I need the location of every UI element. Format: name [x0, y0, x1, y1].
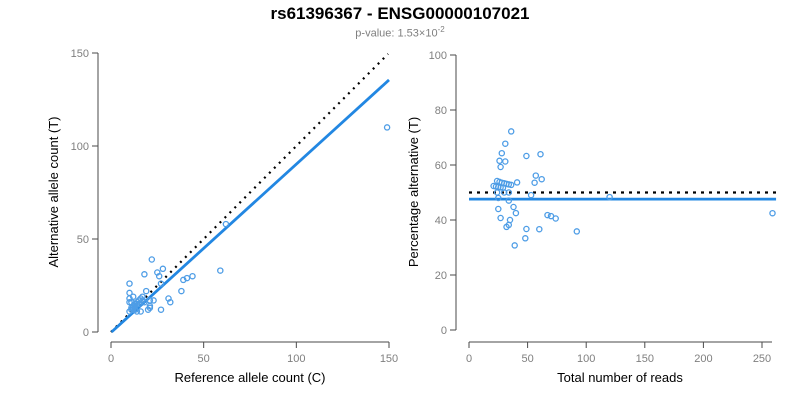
left-yaxis-title: Alternative allele count (T)	[46, 116, 61, 267]
data-point	[141, 271, 148, 278]
x-tick-label: 100	[287, 353, 305, 365]
data-point	[552, 215, 559, 222]
identity-line-dotted	[110, 53, 389, 333]
data-point	[150, 297, 157, 304]
data-point	[495, 205, 502, 213]
y-tick-label: 150	[71, 48, 89, 60]
data-point	[532, 172, 540, 179]
data-point	[507, 128, 515, 135]
data-point	[157, 306, 165, 313]
y-tick-label: 80	[435, 105, 447, 117]
x-tick-label: 0	[466, 353, 472, 365]
data-point	[139, 293, 146, 300]
y-tick-label: 40	[435, 215, 447, 227]
data-point	[523, 152, 530, 160]
data-point	[178, 287, 185, 295]
data-point	[511, 242, 518, 249]
figure-subtitle: p-value: 1.53×10-2	[0, 25, 800, 40]
data-point	[222, 220, 230, 228]
right-scatter-panel: 0 20 40 60 80 100 0 50 100 150 200 250	[429, 50, 777, 365]
x-tick-label: 150	[380, 353, 398, 365]
data-point	[217, 267, 224, 274]
x-tick-label: 150	[636, 353, 654, 365]
data-point	[133, 308, 141, 315]
data-point	[507, 181, 515, 189]
y-tick-label: 100	[71, 141, 89, 153]
data-point	[573, 228, 581, 235]
data-point	[135, 300, 143, 308]
data-point	[497, 214, 504, 222]
data-point	[503, 223, 510, 231]
y-tick-label: 20	[435, 270, 447, 282]
y-tick-label: 50	[77, 234, 89, 246]
data-point	[537, 150, 544, 158]
right-yaxis-title: Percentage alternative (T)	[406, 117, 421, 267]
data-point	[129, 293, 137, 300]
data-point	[148, 256, 156, 263]
y-tick-label: 0	[83, 327, 89, 339]
left-xaxis-title: Reference allele count (C)	[174, 370, 325, 385]
data-point	[142, 287, 150, 295]
data-point	[769, 209, 776, 217]
data-point	[146, 302, 154, 310]
data-point	[510, 203, 517, 211]
data-point	[495, 194, 502, 202]
x-tick-label: 100	[577, 353, 595, 365]
x-tick-label: 200	[694, 353, 712, 365]
data-point	[498, 149, 506, 157]
data-point	[536, 225, 543, 233]
data-point	[126, 280, 133, 287]
y-tick-label: 100	[429, 50, 447, 62]
data-point	[544, 211, 551, 219]
data-point	[527, 191, 535, 199]
data-point	[502, 158, 509, 165]
x-tick-label: 250	[753, 353, 771, 365]
pvalue-exponent: -2	[437, 25, 445, 34]
data-point	[505, 197, 513, 204]
data-point	[167, 298, 174, 306]
data-point	[141, 298, 148, 306]
data-point	[505, 189, 513, 196]
y-tick-label: 0	[441, 325, 447, 337]
data-point	[606, 193, 613, 201]
data-point	[383, 124, 391, 131]
data-point	[131, 306, 139, 313]
data-point	[522, 235, 529, 242]
data-point	[183, 274, 191, 282]
data-point	[506, 216, 514, 224]
x-tick-label: 0	[108, 353, 114, 365]
data-point	[531, 179, 538, 186]
right-xaxis-title: Total number of reads	[557, 370, 683, 385]
x-tick-label: 50	[198, 353, 210, 365]
data-point	[159, 265, 167, 273]
fit-line	[110, 78, 390, 334]
y-tick-label: 60	[435, 160, 447, 172]
data-point	[512, 209, 520, 217]
data-point	[137, 308, 144, 315]
data-point	[189, 272, 196, 280]
data-point	[538, 175, 545, 183]
figure-title: rs61396367 - ENSG00000107021	[270, 4, 530, 23]
data-point	[155, 272, 163, 280]
data-point	[496, 157, 503, 165]
data-point	[523, 225, 530, 233]
pvalue-text: p-value: 1.53×10	[355, 27, 438, 40]
data-point	[157, 280, 165, 287]
data-point	[502, 140, 509, 147]
data-point	[513, 179, 521, 186]
x-tick-label: 50	[521, 353, 533, 365]
left-scatter-panel: 0 50 100 150 0 50 100 150	[71, 48, 399, 365]
data-point	[497, 163, 504, 171]
